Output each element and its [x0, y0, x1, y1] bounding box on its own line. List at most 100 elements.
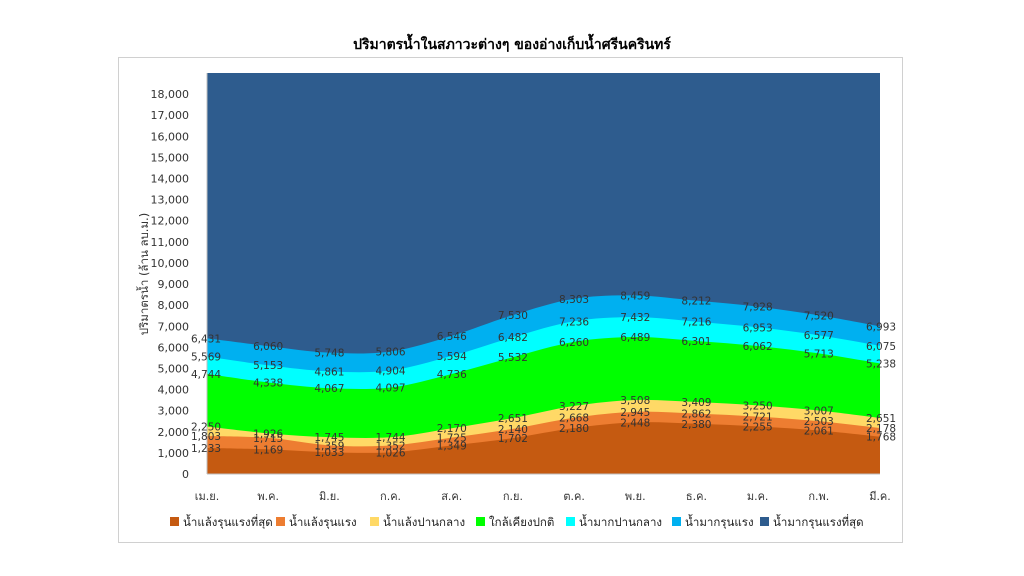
data-label: 1,349	[437, 441, 467, 453]
legend-swatch	[672, 517, 681, 526]
legend-swatch	[760, 517, 769, 526]
data-label: 6,060	[253, 341, 283, 353]
data-label: 1,026	[376, 447, 406, 459]
x-tick-label: พ.ค.	[257, 490, 279, 503]
data-label: 1,352	[376, 440, 406, 452]
x-tick-label: ก.พ.	[808, 490, 829, 503]
data-label: 6,577	[804, 330, 834, 342]
legend-swatch	[370, 517, 379, 526]
data-label: 5,569	[191, 351, 221, 363]
data-label: 1,725	[437, 433, 467, 445]
data-label: 1,233	[191, 443, 221, 455]
data-label: 8,303	[559, 294, 589, 306]
data-label: 2,180	[559, 423, 589, 435]
data-label: 2,140	[498, 424, 528, 436]
data-label: 5,153	[253, 360, 283, 372]
legend-label: ใกล้เคียงปกติ	[489, 515, 554, 529]
legend-item: น้ำแล้งรุนแรงที่สุด	[170, 514, 273, 529]
x-tick-label: ก.ย.	[503, 490, 523, 503]
data-label: 4,861	[314, 366, 344, 378]
data-label: 5,713	[804, 348, 834, 360]
data-label: 1,169	[253, 444, 283, 456]
data-label: 2,178	[866, 423, 896, 435]
data-label: 3,508	[620, 395, 650, 407]
x-tick-label: ก.ค.	[380, 490, 401, 503]
data-label: 2,448	[620, 417, 650, 429]
data-label: 2,721	[743, 412, 773, 424]
data-label: 4,744	[191, 369, 221, 381]
x-tick-label: เม.ย.	[195, 490, 219, 503]
data-label: 6,062	[743, 341, 773, 353]
legend-item: น้ำมากรุนแรง	[672, 514, 754, 529]
data-label: 2,651	[498, 413, 528, 425]
y-tick-label: 6,000	[158, 341, 190, 354]
legend-label: น้ำแล้งปานกลาง	[383, 514, 465, 529]
data-label: 5,532	[498, 352, 528, 364]
area-series-0	[207, 422, 880, 474]
data-label: 5,748	[314, 348, 344, 360]
data-label: 1,926	[253, 428, 283, 440]
y-tick-label: 1,000	[158, 447, 190, 460]
legend-swatch	[566, 517, 575, 526]
y-tick-label: 0	[182, 468, 189, 481]
x-tick-label: มิ.ย.	[319, 490, 340, 503]
data-label: 8,459	[620, 290, 650, 302]
y-tick-label: 12,000	[151, 215, 190, 228]
data-label: 4,067	[314, 383, 344, 395]
data-label: 2,250	[191, 422, 221, 434]
data-label: 1,803	[191, 431, 221, 443]
y-axis-title: ปริมาตรน้ำ (ล้าน ลบ.ม.)	[136, 213, 151, 335]
data-label: 4,097	[376, 383, 406, 395]
data-label: 1,768	[866, 432, 896, 444]
y-tick-label: 10,000	[151, 257, 190, 270]
data-label: 1,359	[314, 440, 344, 452]
chart-title: ปริมาตรน้ำในสภาวะต่างๆ ของอ่างเก็บน้ำศรี…	[353, 37, 671, 53]
data-label: 6,301	[681, 336, 711, 348]
data-label: 4,736	[437, 369, 467, 381]
data-label: 7,928	[743, 302, 773, 314]
data-label: 2,061	[804, 426, 834, 438]
data-label: 3,250	[743, 400, 773, 412]
y-tick-label: 11,000	[151, 236, 190, 249]
data-label: 7,530	[498, 310, 528, 322]
legend-label: น้ำแล้งรุนแรงที่สุด	[183, 514, 273, 529]
data-label: 7,236	[559, 316, 589, 328]
data-label: 1,033	[314, 447, 344, 459]
data-label: 8,212	[681, 296, 711, 308]
data-label: 6,260	[559, 337, 589, 349]
y-tick-label: 9,000	[158, 278, 190, 291]
data-label: 6,489	[620, 332, 650, 344]
data-label: 6,546	[437, 331, 467, 343]
data-label: 6,993	[866, 321, 896, 333]
legend-label: น้ำมากรุนแรง	[685, 514, 754, 529]
data-label: 4,338	[253, 377, 283, 389]
area-layers	[207, 73, 880, 474]
data-label: 2,380	[681, 419, 711, 431]
data-label: 1,744	[376, 432, 406, 444]
y-tick-label: 14,000	[151, 173, 190, 186]
y-tick-label: 15,000	[151, 151, 190, 164]
data-label: 5,594	[437, 351, 467, 363]
y-tick-label: 8,000	[158, 299, 190, 312]
data-label: 6,075	[866, 341, 896, 353]
x-tick-label: ส.ค.	[441, 490, 462, 503]
data-label: 5,806	[376, 346, 406, 358]
y-tick-label: 3,000	[158, 405, 190, 418]
data-label: 3,227	[559, 401, 589, 413]
y-tick-label: 5,000	[158, 362, 190, 375]
y-tick-label: 2,000	[158, 426, 190, 439]
chart-frame	[118, 57, 903, 543]
axes	[206, 73, 880, 475]
data-label: 7,432	[620, 312, 650, 324]
data-label: 2,255	[743, 421, 773, 433]
data-label: 2,668	[559, 413, 589, 425]
tick-labels: 0 1,000 2,000 3,000 4,000 5,000 6,000 7,000 8,00…	[151, 88, 891, 503]
legend-swatch	[476, 517, 485, 526]
y-tick-label: 4,000	[158, 384, 190, 397]
y-tick-label: 7,000	[158, 320, 190, 333]
y-tick-label: 17,000	[151, 109, 190, 122]
data-label: 3,007	[804, 406, 834, 418]
data-label: 1,702	[498, 433, 528, 445]
x-tick-label: ต.ค.	[563, 490, 585, 503]
